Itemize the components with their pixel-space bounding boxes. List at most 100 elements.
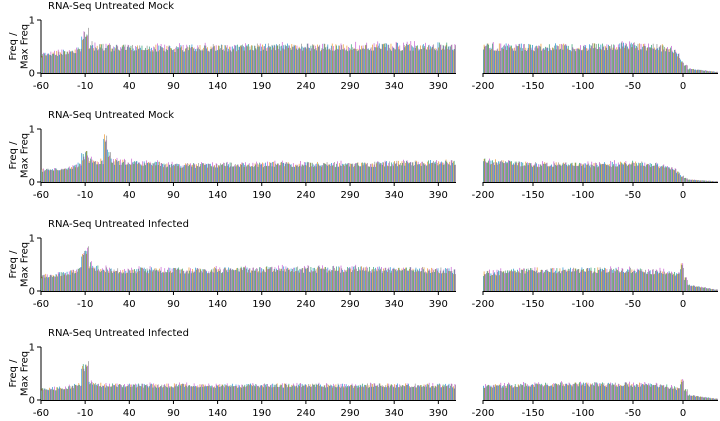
bar — [237, 267, 238, 291]
bar — [248, 164, 249, 182]
bar — [523, 43, 525, 73]
bar — [171, 49, 173, 73]
bar — [295, 164, 296, 182]
bar — [126, 164, 128, 182]
bar — [483, 158, 485, 182]
bar — [377, 266, 379, 291]
bar — [129, 47, 130, 73]
bar — [360, 385, 362, 400]
bar — [453, 274, 454, 291]
bar — [531, 268, 533, 291]
bar — [552, 166, 554, 182]
bar — [688, 285, 690, 291]
bar — [704, 70, 706, 73]
bar — [552, 47, 554, 73]
bar — [444, 268, 446, 291]
bar — [356, 162, 358, 182]
bar — [307, 265, 309, 291]
bar — [180, 385, 182, 400]
bar — [319, 267, 321, 291]
bar — [395, 269, 397, 291]
bar — [184, 51, 185, 73]
y-axis-label: Freq /Max Freq — [8, 133, 31, 178]
bar — [169, 267, 171, 291]
bar — [215, 387, 216, 400]
bar — [621, 164, 623, 182]
bar — [613, 384, 615, 400]
bar — [178, 164, 180, 182]
bar — [658, 273, 659, 291]
bar — [68, 53, 69, 73]
bar — [644, 382, 646, 400]
bar — [130, 386, 132, 400]
bar — [99, 385, 101, 400]
bar — [361, 162, 363, 182]
bar — [451, 44, 453, 73]
bar — [596, 49, 598, 73]
bar — [124, 44, 126, 73]
bar — [356, 385, 358, 400]
bar — [491, 386, 493, 400]
bar — [626, 271, 627, 291]
bar — [180, 45, 182, 73]
bar — [344, 47, 346, 73]
bar — [331, 387, 333, 400]
bar — [486, 273, 487, 291]
bar — [139, 45, 141, 73]
bar — [51, 169, 52, 182]
bar — [373, 43, 375, 73]
bar — [561, 270, 563, 291]
bar — [157, 270, 158, 291]
bar — [645, 46, 646, 73]
bar — [194, 272, 196, 291]
bar — [44, 52, 46, 73]
bar — [525, 47, 527, 73]
bar — [618, 384, 620, 400]
bar — [577, 384, 578, 400]
bar — [663, 49, 665, 73]
bar — [539, 46, 541, 73]
bar — [274, 386, 276, 400]
bar — [627, 383, 629, 400]
bar — [532, 44, 533, 73]
bar — [163, 272, 165, 291]
bar — [373, 166, 374, 182]
bar — [585, 382, 587, 400]
bar — [153, 46, 155, 73]
bar — [496, 385, 498, 400]
bar — [655, 270, 656, 291]
bar — [533, 386, 535, 400]
bar — [520, 273, 521, 291]
bar — [124, 273, 126, 291]
bar — [580, 45, 581, 73]
bar — [313, 44, 315, 73]
bar — [342, 164, 344, 182]
bar — [710, 181, 712, 182]
bar — [679, 57, 681, 73]
bar — [552, 386, 554, 400]
bar — [698, 69, 699, 73]
bar — [323, 163, 325, 182]
bar — [636, 45, 637, 73]
bar — [635, 48, 637, 73]
bar — [162, 167, 164, 182]
bar — [287, 162, 289, 182]
bar — [266, 50, 268, 73]
bar — [339, 272, 341, 291]
bar — [198, 387, 200, 400]
bar — [179, 273, 181, 291]
bar — [547, 47, 549, 73]
bar — [122, 159, 124, 182]
bar — [646, 48, 648, 73]
bar — [660, 384, 662, 400]
bar — [387, 268, 389, 291]
x-tick-label: -60 — [33, 408, 49, 419]
bar — [184, 163, 186, 182]
bar — [205, 386, 207, 400]
bar — [688, 69, 690, 73]
bar — [246, 267, 248, 291]
bar — [576, 48, 577, 73]
bar — [652, 385, 653, 400]
bar — [523, 165, 524, 182]
bar — [438, 47, 440, 73]
